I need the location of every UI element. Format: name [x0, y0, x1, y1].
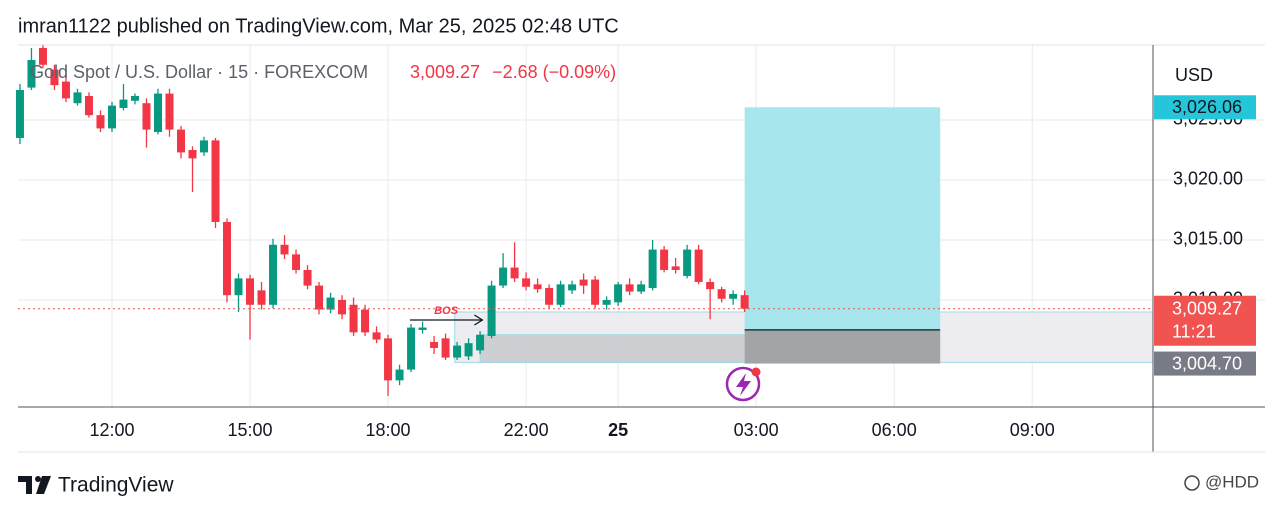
candle-body — [153, 93, 162, 132]
candle-body — [338, 299, 347, 315]
candle-body — [257, 290, 266, 305]
candle-body — [211, 140, 220, 222]
candle-body — [533, 284, 542, 290]
candle-body — [407, 327, 416, 370]
candle-body — [223, 221, 232, 296]
candle-body — [27, 59, 36, 88]
currency: USD — [1175, 65, 1213, 85]
header: imran1122 published on TradingView.com, … — [18, 15, 619, 37]
candle-body — [234, 278, 243, 296]
position-profit — [744, 107, 941, 330]
candle-body — [499, 267, 508, 286]
x-tick-label: 22:00 — [504, 420, 549, 440]
bos-arrowhead — [474, 314, 484, 326]
candle-body — [717, 289, 726, 299]
candle-body — [349, 304, 358, 333]
candle-body — [361, 309, 370, 333]
candle-body — [614, 284, 623, 303]
candle-body — [522, 278, 531, 287]
candle-body — [453, 345, 462, 358]
x-tick-label: 12:00 — [89, 420, 134, 440]
candle-body — [510, 267, 519, 279]
candle-body — [165, 93, 174, 130]
x-tick-label: 15:00 — [227, 420, 272, 440]
candle-body — [280, 244, 289, 255]
candle-body — [545, 287, 554, 305]
bos-label: BOS — [434, 305, 459, 317]
candle-body — [200, 140, 209, 153]
price-badge — [1154, 351, 1256, 376]
candle-body — [556, 284, 565, 305]
candle-body — [625, 284, 634, 292]
candle-body — [579, 279, 588, 286]
countdown-label: 11:21 — [1172, 321, 1216, 341]
candle-body — [476, 334, 485, 351]
brand-logo — [18, 476, 51, 494]
candle-body — [326, 297, 335, 310]
candle-body — [418, 327, 427, 330]
candle-body — [15, 89, 24, 138]
legend-change: −2.68 (−0.09%) — [492, 62, 616, 82]
candle-body — [292, 254, 301, 270]
y-tick-label: 3,015.00 — [1173, 229, 1243, 249]
candle-body — [637, 284, 646, 292]
candle-body — [602, 299, 611, 305]
candle-body — [740, 295, 749, 309]
y-tick-label: 3,020.00 — [1173, 169, 1243, 189]
candle-body — [487, 285, 496, 336]
candle-body — [430, 341, 439, 348]
candle-body — [706, 281, 715, 290]
candle-body — [269, 244, 278, 305]
alert-icon — [725, 366, 761, 402]
candle-body — [176, 129, 185, 153]
candle-body — [130, 95, 139, 101]
candle-body — [73, 92, 82, 104]
candle-body — [660, 249, 669, 270]
last-price-badge — [1154, 295, 1256, 346]
candle-body — [441, 338, 450, 358]
symbol-title: Gold Spot / U.S. Dollar · 15 · FOREXCOM — [30, 62, 368, 82]
price-badge-label: 3,026.06 — [1172, 97, 1242, 117]
price-badge — [1154, 95, 1256, 120]
x-tick-label: 18:00 — [366, 420, 411, 440]
candle-body — [683, 249, 692, 276]
x-tick-label: 03:00 — [734, 420, 779, 440]
candle-body — [694, 249, 703, 282]
candle-body — [568, 284, 577, 291]
x-tick-label: 25 — [608, 420, 628, 440]
watermark: @HDD — [1205, 472, 1259, 491]
candle-body — [61, 81, 70, 99]
candle-body — [591, 279, 600, 305]
candle-body — [395, 369, 404, 381]
candle-body — [107, 105, 116, 129]
candle-body — [464, 343, 473, 357]
plot-area: BOS — [15, 44, 1265, 407]
candle-body — [246, 278, 255, 305]
candle-body — [188, 149, 197, 159]
candle-body — [729, 293, 738, 299]
candle-body — [119, 99, 128, 108]
candle-body — [648, 249, 657, 288]
x-tick-label: 09:00 — [1010, 420, 1055, 440]
candle-body — [384, 338, 393, 381]
legend-last: 3,009.27 — [410, 62, 480, 82]
watermark-icon — [1184, 475, 1200, 491]
price-badge-label: 3,004.70 — [1172, 353, 1242, 373]
x-tick-label: 06:00 — [872, 420, 917, 440]
candle-body — [50, 69, 59, 86]
candle-body — [372, 332, 381, 340]
position-loss — [744, 329, 941, 364]
candle-body — [315, 285, 324, 310]
last-price-label: 3,009.27 — [1172, 298, 1242, 318]
candle-body — [303, 269, 312, 286]
candle-body — [96, 115, 105, 129]
candle-body — [671, 266, 680, 270]
candle-body — [84, 95, 93, 116]
brand: TradingView — [58, 474, 174, 497]
candle-body — [142, 103, 151, 130]
candle-body — [38, 47, 47, 65]
